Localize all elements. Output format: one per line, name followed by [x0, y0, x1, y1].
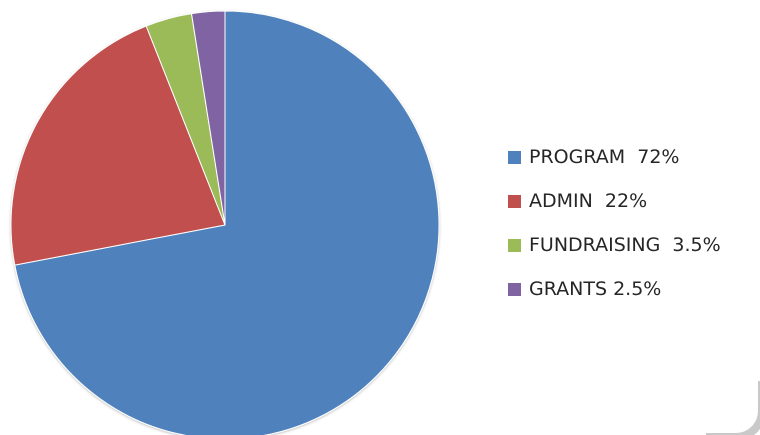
legend-label-fundraising: FUNDRAISING 3.5%	[529, 234, 721, 256]
legend-label-program: PROGRAM 72%	[529, 146, 680, 168]
chart-legend: PROGRAM 72% ADMIN 22% FUNDRAISING 3.5% G…	[508, 146, 721, 322]
legend-swatch-program	[508, 150, 521, 164]
pie-slice-program	[14, 10, 440, 435]
legend-swatch-fundraising	[508, 238, 521, 252]
legend-item-grants: GRANTS 2.5%	[508, 278, 721, 300]
pie-slice-admin	[10, 25, 226, 266]
legend-item-fundraising: FUNDRAISING 3.5%	[508, 234, 721, 256]
pie-slice-grants	[190, 10, 226, 226]
pie-slices	[10, 10, 440, 435]
legend-item-program: PROGRAM 72%	[508, 146, 721, 168]
legend-swatch-admin	[508, 194, 521, 208]
legend-label-admin: ADMIN 22%	[529, 190, 648, 212]
legend-item-admin: ADMIN 22%	[508, 190, 721, 212]
legend-swatch-grants	[508, 282, 521, 296]
page-corner-shadow	[706, 381, 760, 435]
legend-label-grants: GRANTS 2.5%	[529, 278, 662, 300]
